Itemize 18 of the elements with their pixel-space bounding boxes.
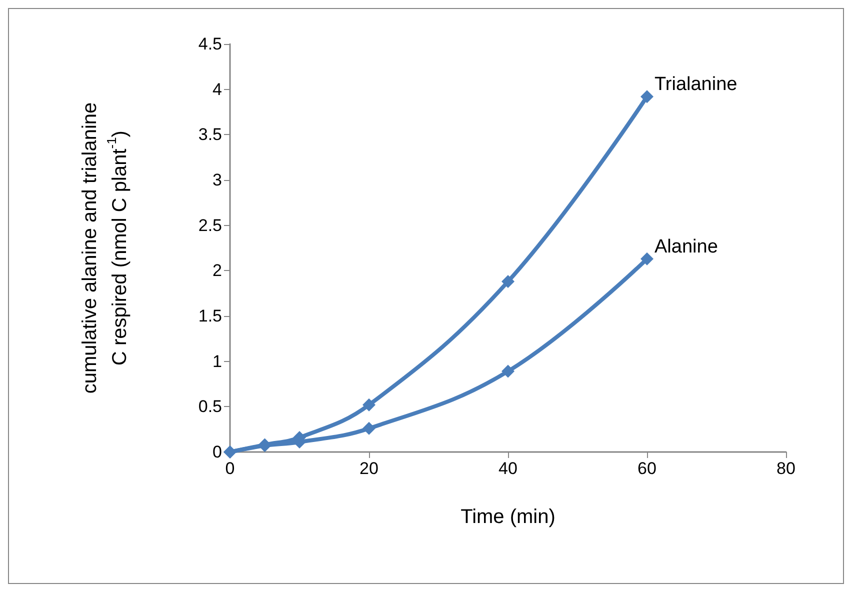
y-tick-label: 2 [212, 261, 222, 280]
y-tick-label: 2.5 [198, 216, 222, 235]
y-tick-label: 4.5 [198, 34, 222, 54]
y-tick-label: 4 [212, 80, 222, 99]
series-label: Trialanine [654, 74, 738, 96]
y-tick-label: 0 [212, 442, 222, 462]
x-tick-label: 40 [498, 459, 518, 478]
x-tick-label: 60 [638, 459, 656, 478]
y-tick-label: 1.5 [198, 306, 222, 326]
y-tick-label: 1 [212, 352, 222, 371]
y-tick-label: 0.5 [198, 397, 222, 416]
x-tick-label: 80 [776, 459, 796, 478]
x-tick-label: 20 [360, 459, 378, 478]
x-tick-label: 0 [225, 459, 235, 478]
y-tick-label: 3.5 [198, 125, 222, 144]
y-tick-label: 3 [212, 170, 222, 190]
x-axis-title: Time (min) [460, 506, 556, 528]
series-label: Alanine [654, 236, 718, 258]
